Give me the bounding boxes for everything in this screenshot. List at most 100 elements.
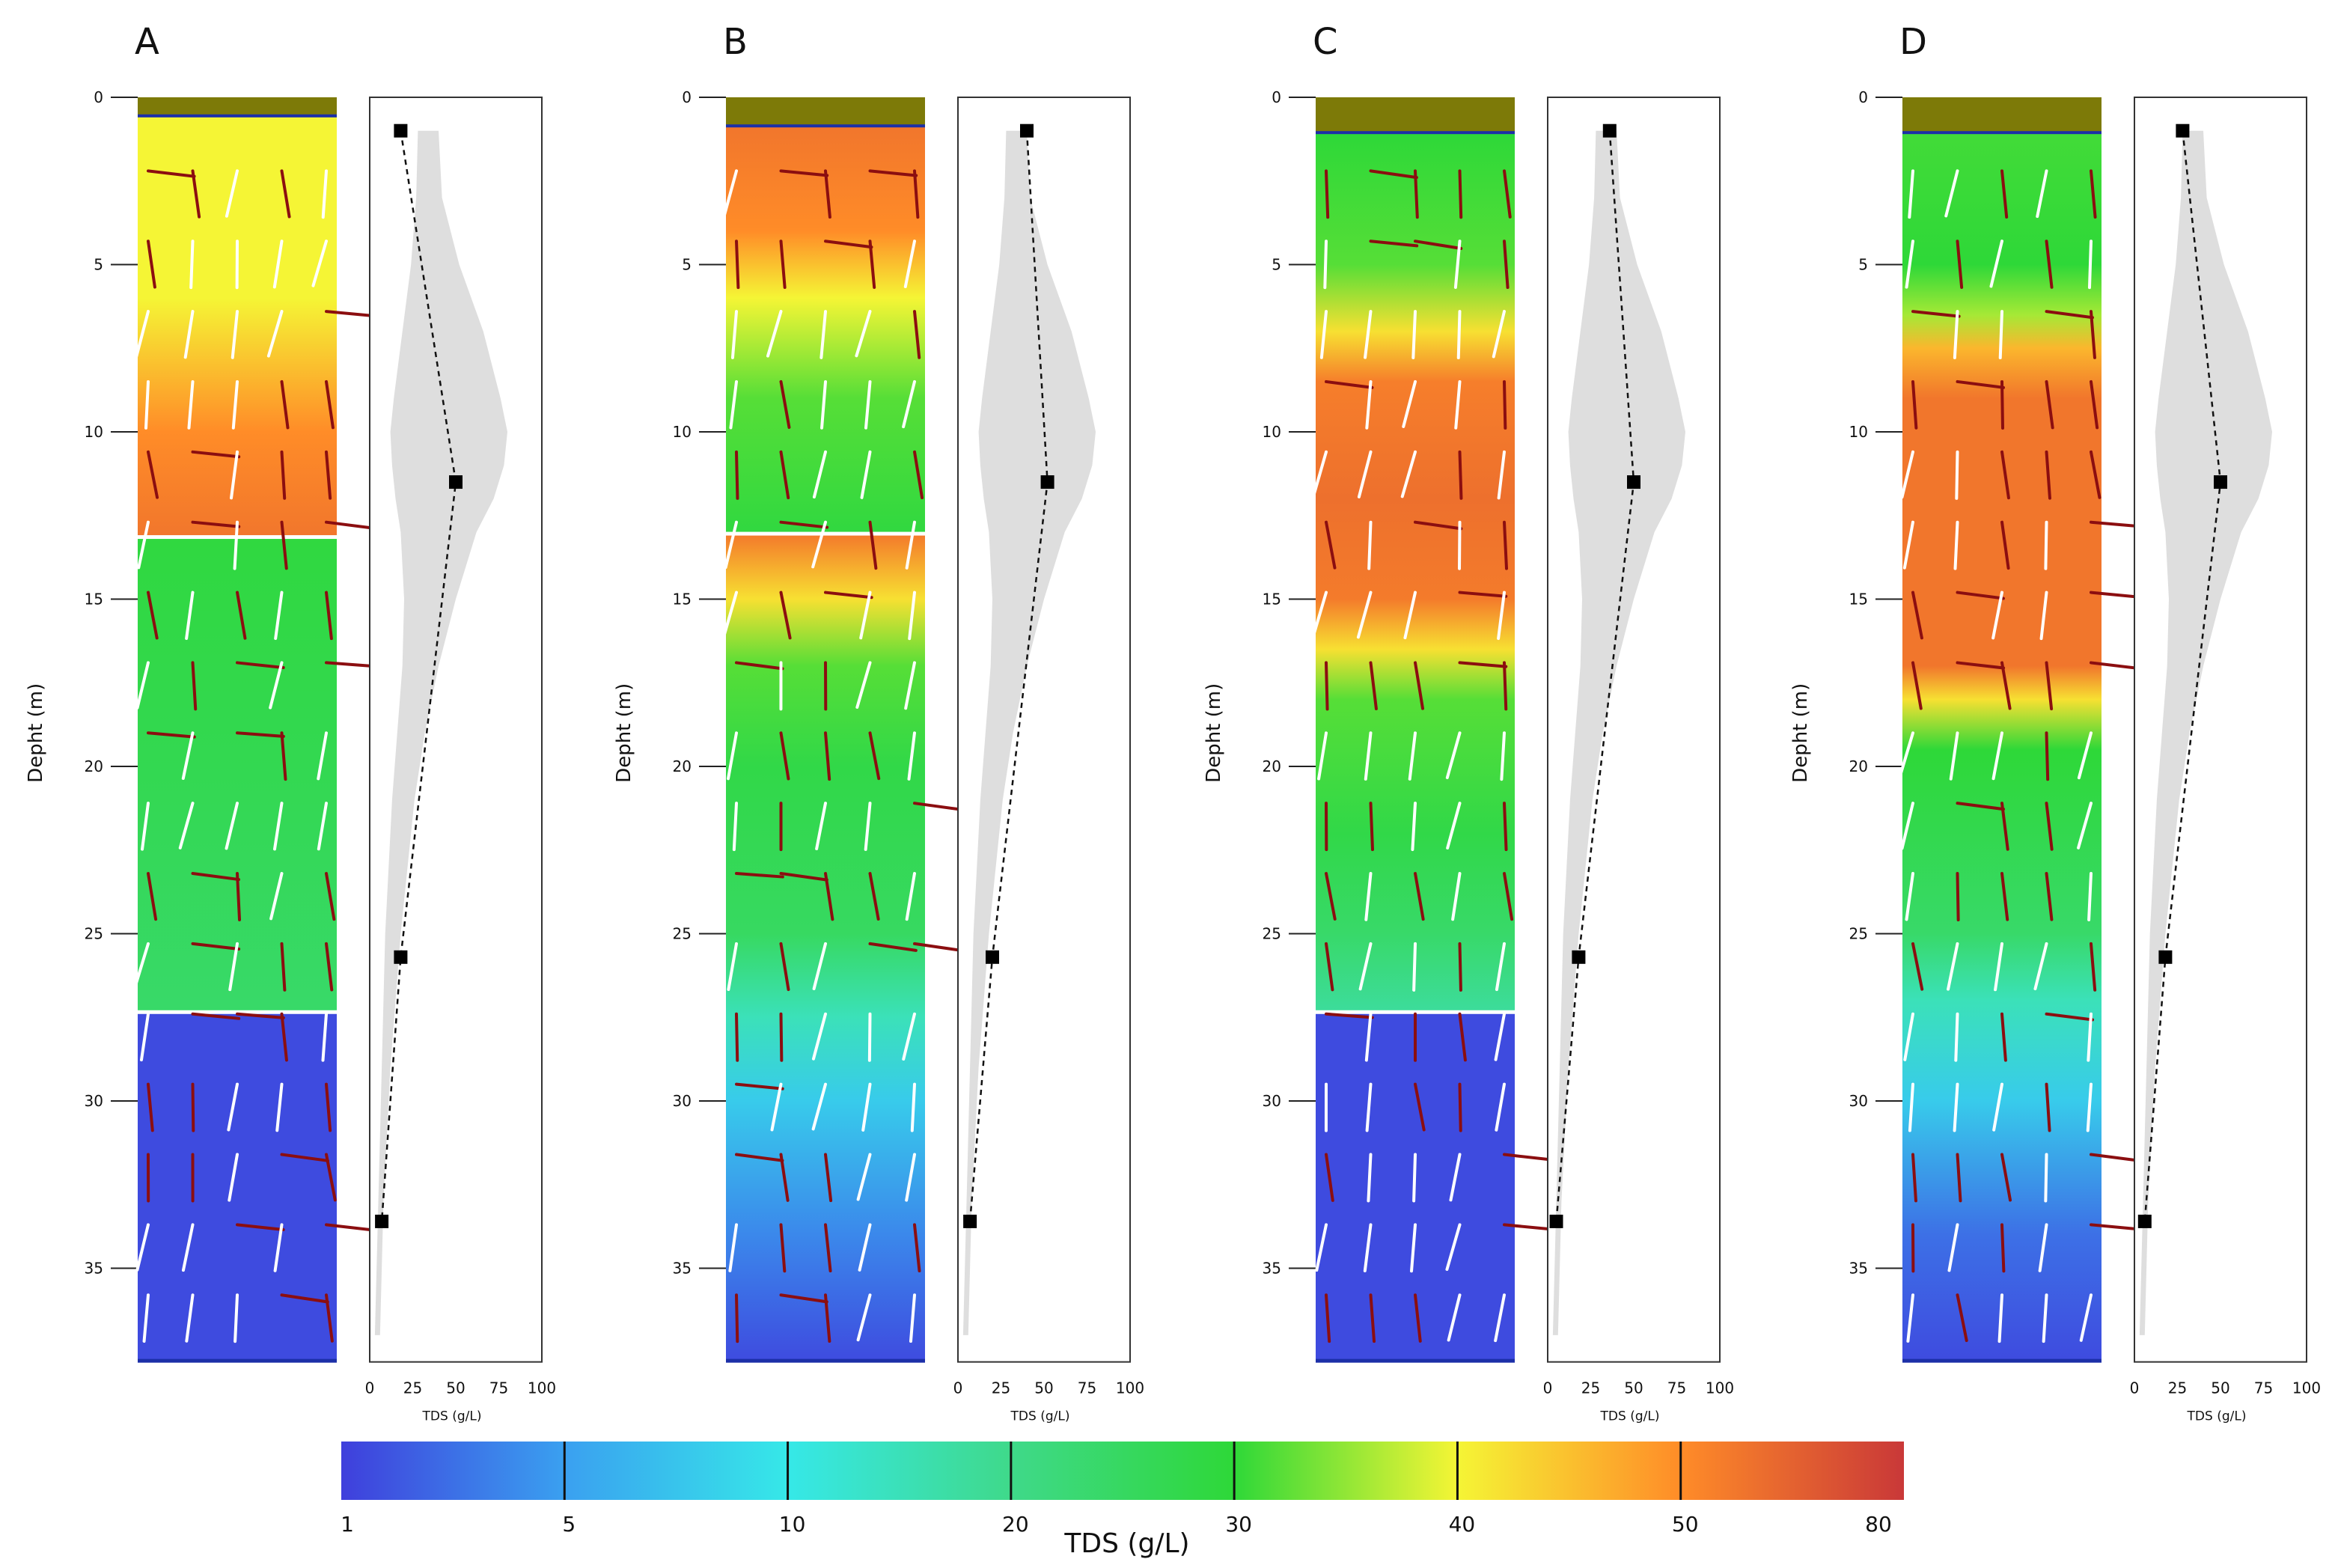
- colorbar-tick-label: 30: [1225, 1512, 1252, 1537]
- flow-arrow: [1364, 310, 1373, 359]
- flow-arrow: [1410, 1223, 1417, 1273]
- flow-arrow: [1998, 310, 2003, 360]
- flow-arrow: [913, 942, 962, 952]
- profile-tick-label: 0: [953, 1379, 963, 1397]
- flow-arrow: [1325, 379, 1374, 389]
- flow-arrow: [1956, 240, 1964, 289]
- depth-tick-label: 30: [1263, 1092, 1281, 1110]
- flow-arrow: [727, 731, 738, 781]
- profile-tick-label: 75: [489, 1379, 508, 1397]
- flow-arrow: [2090, 661, 2139, 670]
- flow-arrow: [236, 591, 247, 640]
- flow-arrow: [1911, 1153, 1917, 1203]
- panel-label: A: [135, 21, 159, 63]
- flow-arrow: [907, 731, 916, 781]
- flow-arrow: [135, 310, 150, 359]
- flow-arrow: [135, 661, 150, 710]
- flow-arrow: [228, 942, 239, 992]
- flow-arrow: [1911, 310, 1961, 318]
- colorbar-gradient: [341, 1442, 1904, 1500]
- uncertainty-band: [2139, 130, 2272, 1335]
- panel-label: B: [723, 21, 748, 63]
- flow-arrow: [860, 450, 872, 499]
- flow-arrow: [1369, 802, 1375, 852]
- flow-arrow: [1992, 1082, 2003, 1132]
- flow-arrow: [1949, 731, 1959, 781]
- flow-arrow: [1503, 169, 1512, 219]
- flow-arrow: [228, 1153, 239, 1202]
- flow-arrow: [236, 731, 285, 738]
- profile-tick-label: 25: [1581, 1379, 1600, 1397]
- flow-arrow: [2090, 1153, 2139, 1162]
- flow-arrow: [2090, 450, 2102, 499]
- flow-arrow: [1454, 379, 1462, 430]
- flow-arrow: [859, 591, 872, 640]
- tds-sample-point: [2176, 123, 2190, 138]
- flow-arrow: [779, 169, 829, 177]
- flow-arrow: [1369, 661, 1378, 710]
- profile-tick-label: 100: [528, 1379, 556, 1397]
- flow-arrow: [185, 1293, 195, 1343]
- flow-arrow: [1500, 731, 1506, 781]
- tds-sample-point: [449, 475, 463, 489]
- panel-b: B Depht (m) 0 5 10 15 20 25 30 35 0 25 50 75 100 TDS (g…: [613, 21, 1144, 1424]
- depth-tick-label: 30: [85, 1092, 103, 1110]
- flow-arrow: [325, 1082, 332, 1132]
- flow-arrow: [2000, 1012, 2007, 1062]
- flow-arrow: [2090, 591, 2139, 599]
- flow-arrow: [1369, 240, 1419, 248]
- flow-arrow: [325, 1153, 337, 1202]
- flow-arrow: [2044, 520, 2048, 570]
- flow-arrow: [1953, 310, 1959, 359]
- flow-arrow: [269, 661, 284, 710]
- flow-arrow: [819, 310, 827, 359]
- profile-tick-label: 25: [992, 1379, 1010, 1397]
- flow-arrow: [1364, 1012, 1373, 1062]
- tds-sample-point: [2158, 950, 2173, 964]
- flow-arrow: [2086, 1082, 2093, 1132]
- flow-arrow: [855, 661, 872, 709]
- flow-arrow: [280, 1153, 329, 1162]
- profile-tick-label: 25: [403, 1379, 422, 1397]
- tds-sample-point: [375, 1214, 389, 1228]
- flow-arrow: [275, 1082, 284, 1132]
- flow-arrow: [730, 310, 738, 359]
- flow-arrow: [1994, 942, 2003, 992]
- flow-arrow: [1445, 731, 1462, 780]
- flow-arrow: [1953, 520, 1959, 570]
- flow-arrow: [280, 379, 290, 430]
- flow-arrow: [811, 1012, 827, 1061]
- flow-arrow: [868, 942, 918, 952]
- flow-arrow: [1414, 169, 1419, 219]
- flow-arrow: [147, 1082, 154, 1132]
- flow-arrow: [913, 450, 924, 500]
- flow-arrow: [1494, 1012, 1506, 1061]
- flow-arrow: [824, 1153, 833, 1203]
- flow-arrow: [191, 520, 241, 528]
- flow-arrow: [2000, 520, 2010, 570]
- flow-arrow: [1403, 591, 1417, 640]
- flow-vectors: [132, 169, 374, 1343]
- flow-arrow: [779, 1012, 784, 1062]
- flow-arrow: [855, 310, 872, 358]
- flow-arrow: [236, 1012, 285, 1019]
- flow-arrow: [325, 942, 334, 992]
- flow-arrow: [266, 310, 284, 358]
- flow-arrow: [868, 240, 876, 289]
- flow-arrow: [1503, 661, 1508, 711]
- flow-arrow: [2044, 1153, 2048, 1203]
- flow-arrow: [2090, 169, 2097, 219]
- depth-tick-label: 0: [1272, 88, 1281, 106]
- flow-arrow: [735, 661, 784, 671]
- depth-axis-label: Depht (m): [1789, 683, 1812, 783]
- flow-arrow: [824, 169, 831, 219]
- flow-arrow: [1325, 520, 1337, 570]
- uncertainty-band: [374, 130, 507, 1335]
- flow-vectors: [1311, 169, 1552, 1343]
- profile-tick-label: 25: [2168, 1379, 2187, 1397]
- flow-arrow: [779, 1293, 828, 1304]
- profile-axis-label: TDS (g/L): [2187, 1409, 2247, 1424]
- flow-arrow: [2090, 1223, 2139, 1231]
- flow-arrow: [770, 1082, 783, 1132]
- panel-a: A Depht (m) 0 5 10 15 20 25 30 35 0 25 50 75 100 TDS (g…: [25, 21, 556, 1424]
